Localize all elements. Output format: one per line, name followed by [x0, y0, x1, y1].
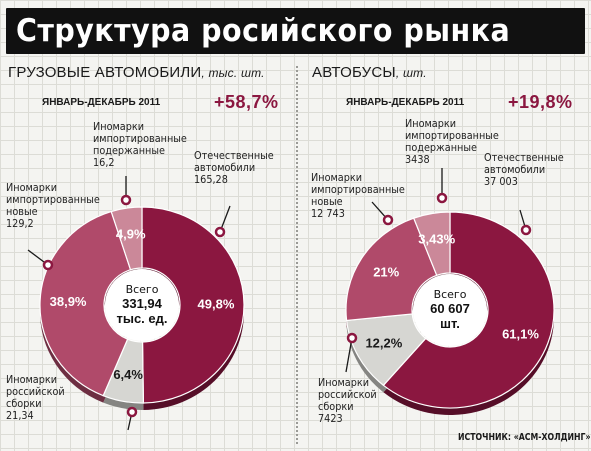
- buses-center-label: Всего: [434, 288, 467, 301]
- buses-label-imported-new: Иномарки импортированные новые 12 743: [311, 171, 405, 220]
- buses-leader-dot-imported-new: [382, 214, 394, 226]
- trucks-slice-domestic: [141, 206, 245, 404]
- trucks-label-domestic: Отечественные автомобили 165,28: [194, 149, 274, 186]
- buses-unit: , шт.: [395, 66, 427, 80]
- buses-slice-imported-new: [345, 217, 438, 322]
- trucks-leader-dot-domestic: [214, 226, 226, 238]
- buses-leader-russian-assembly: [345, 337, 353, 373]
- trucks-label-imported-new: Иномарки импортированные новые 129,2: [6, 181, 100, 230]
- trucks-center-value: 331,94: [122, 296, 163, 311]
- trucks-label-russian-assembly: Иномарки российской сборки 21,34: [6, 373, 65, 422]
- buses-percent-imported-new: 21%: [373, 264, 399, 279]
- buses-percent-domestic: 61,1%: [502, 326, 539, 341]
- buses-label-imported-used: Иномарки импортированные подержанные 343…: [405, 117, 499, 166]
- buses-percent-russian-assembly: 12,2%: [365, 336, 402, 351]
- buses-center-value: 60 607: [430, 301, 470, 316]
- buses-title: АВТОБУСЫ: [312, 64, 396, 81]
- trucks-center-unit: тыс. ед.: [116, 311, 167, 326]
- buses-slice-domestic: [382, 211, 555, 409]
- trucks-donut-hole: [105, 269, 179, 341]
- trucks-title: ГРУЗОВЫЕ АВТОМОБИЛИ: [8, 64, 202, 81]
- trucks-center-label: Всего: [126, 283, 159, 296]
- trucks-leader-dot-imported-used: [120, 194, 132, 206]
- trucks-leader-dot-russian-assembly: [126, 406, 138, 418]
- trucks-slice-imported-used: [110, 206, 143, 271]
- buses-slice-imported-used: [412, 211, 451, 277]
- buses-donut-hole: [413, 274, 487, 346]
- buses-heading: АВТОБУСЫ, шт.: [312, 64, 427, 81]
- trucks-period: ЯНВАРЬ-ДЕКАБРЬ 2011: [42, 97, 161, 108]
- trucks-percent-domestic: 49,8%: [198, 297, 235, 312]
- panel-divider: [296, 66, 298, 444]
- trucks-percent-imported-new: 38,9%: [50, 294, 87, 309]
- buses-label-domestic: Отечественные автомобили 37 003: [484, 151, 564, 188]
- trucks-slice-imported-new: [39, 210, 132, 397]
- buses-leader-dot-imported-used: [436, 192, 448, 204]
- trucks-unit: , тыс. шт.: [201, 66, 265, 80]
- buses-leader-dot-russian-assembly: [346, 332, 358, 344]
- trucks-percent-imported-used: 4,9%: [116, 226, 146, 241]
- buses-label-russian-assembly: Иномарки российской сборки 7423: [318, 376, 377, 425]
- trucks-percent-russian-assembly: 6,4%: [113, 367, 143, 382]
- buses-growth: +19,8%: [508, 92, 573, 112]
- trucks-heading: ГРУЗОВЫЕ АВТОМОБИЛИ, тыс. шт.: [8, 64, 265, 81]
- source-note: ИСТОЧНИК: «АСМ-ХОЛДИНГ»: [458, 432, 591, 443]
- trucks-leader-dot-imported-new: [42, 259, 54, 271]
- trucks-growth: +58,7%: [214, 92, 279, 112]
- title-bar: Структура росийского рынка: [6, 8, 585, 54]
- buses-percent-imported-used: 3,43%: [418, 232, 455, 247]
- buses-center-unit: шт.: [440, 316, 460, 331]
- trucks-label-imported-used: Иномарки импортированные подержанные 16,…: [93, 120, 187, 169]
- buses-leader-dot-domestic: [520, 224, 532, 236]
- page-title: Структура росийского рынка: [16, 13, 511, 49]
- buses-period: ЯНВАРЬ-ДЕКАБРЬ 2011: [346, 97, 465, 108]
